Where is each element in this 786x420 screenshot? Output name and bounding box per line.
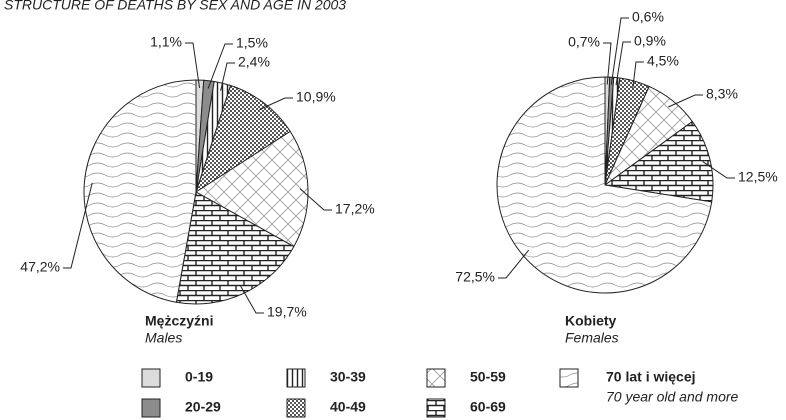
- pie-slice: [496, 76, 713, 294]
- value-label: 17,2%: [335, 201, 375, 217]
- legend-label: 0-19: [185, 369, 213, 385]
- value-label: 0,7%: [568, 34, 600, 50]
- legend-swatch: [426, 368, 446, 388]
- pie-slice: [603, 120, 714, 203]
- legend-swatch: [141, 368, 161, 388]
- leader-line: [259, 97, 293, 110]
- value-label: 8,3%: [706, 86, 738, 102]
- leader-line: [63, 182, 93, 269]
- chart-title: STRUCTURE OF DEATHS BY SEX AND AGE IN 20…: [4, 0, 346, 13]
- leader-line: [668, 94, 703, 108]
- value-label: 2,4%: [238, 54, 270, 70]
- leader-line: [207, 43, 233, 89]
- leader-line: [632, 61, 644, 89]
- pie-slice: [195, 84, 291, 194]
- pie-subtitle: Females: [565, 330, 619, 346]
- pie-slice: [83, 79, 197, 303]
- leader-line: [185, 42, 201, 88]
- legend-swatch: [141, 398, 161, 418]
- legend-label: 60-69: [470, 399, 506, 415]
- pie-title: Mężczyźni: [145, 313, 213, 329]
- leader-line: [299, 188, 332, 211]
- value-label: 1,1%: [150, 34, 182, 50]
- legend-label: 40-49: [330, 399, 366, 415]
- leader-line: [220, 62, 235, 91]
- pie-slice: [195, 130, 309, 248]
- value-label: 10,9%: [296, 89, 336, 105]
- leader-line: [603, 42, 612, 85]
- leader-line: [702, 161, 735, 179]
- legend-label: 30-39: [330, 369, 366, 385]
- pie-slice: [175, 191, 295, 305]
- legend-swatch: [286, 398, 306, 418]
- leader-line: [610, 17, 629, 85]
- value-label: 19,7%: [267, 304, 307, 320]
- value-label: 72,5%: [455, 269, 495, 285]
- legend-swatch: [286, 368, 306, 388]
- value-label: 1,5%: [236, 35, 268, 51]
- value-label: 0,6%: [632, 9, 664, 25]
- legend-swatch: [559, 368, 579, 388]
- legend-label: 20-29: [185, 399, 221, 415]
- leader-line: [615, 41, 631, 86]
- value-label: 47,2%: [20, 259, 60, 275]
- leader-line: [240, 285, 264, 314]
- legend-label: 50-59: [470, 369, 506, 385]
- legend-label: 70 lat i więcej: [606, 369, 696, 385]
- legend-note: 70 year old and more: [606, 389, 739, 405]
- legend-swatch: [426, 398, 446, 418]
- value-label: 12,5%: [738, 169, 778, 185]
- pie-title: Kobiety: [565, 313, 617, 329]
- leader-line: [498, 249, 530, 279]
- pie-subtitle: Males: [145, 330, 182, 346]
- value-label: 0,9%: [634, 33, 666, 49]
- value-label: 4,5%: [647, 53, 679, 69]
